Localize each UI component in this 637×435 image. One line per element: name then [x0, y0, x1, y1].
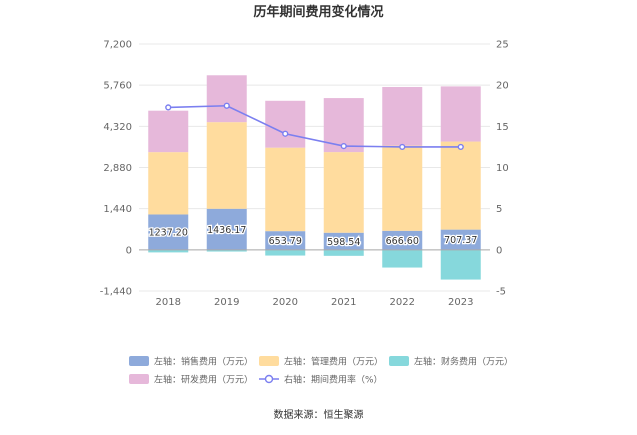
rate-point: [165, 104, 172, 111]
grid-lines: [139, 43, 490, 292]
legend-swatch: [129, 374, 149, 384]
axes: 7,200 5,760 4,320 2,880 1,440 0 -1,440 25 20 15 10…: [100, 40, 509, 309]
source-note: 数据来源：恒生聚源: [274, 408, 364, 421]
rate-line-series: [165, 102, 464, 151]
bar-segment: [265, 147, 306, 232]
bar-segment: [323, 232, 364, 250]
legend-marker: [264, 374, 274, 384]
bar-segment: [148, 110, 189, 153]
rate-point: [340, 142, 347, 150]
rate-line: [168, 104, 461, 148]
bar-segment: [265, 100, 306, 148]
right-axis-tick-label: 20: [496, 81, 509, 92]
right-axis-tick-label: 15: [496, 122, 509, 133]
legend-label: 左轴：财务费用（万元）: [414, 356, 513, 368]
right-axis-tick-label: 25: [496, 40, 509, 51]
left-axis-tick-label: 2,880: [103, 163, 132, 174]
data-labels: 1237.20 1436.17 653.79 598.54 666.60 707.37: [147, 224, 478, 249]
bar-segment: [382, 145, 423, 231]
legend: 左轴：销售费用（万元） 左轴：管理费用（万元） 左轴：财务费用（万元） 左轴：研发费用…: [129, 356, 513, 386]
left-axis-tick-label: 7,200: [103, 40, 132, 51]
rate-point: [457, 143, 464, 151]
bar-segment: [265, 231, 306, 250]
x-axis-tick-label: 2018: [156, 297, 181, 308]
bar-segment: [440, 249, 481, 280]
right-axis-tick-label: 0: [496, 245, 502, 256]
bar-segment: [148, 249, 189, 253]
bar-segment: [323, 249, 364, 256]
right-axis-tick-label: -5: [496, 287, 506, 298]
legend-swatch: [259, 356, 279, 366]
legend-label: 左轴：管理费用（万元）: [284, 356, 383, 368]
legend-item[interactable]: 左轴：财务费用（万元）: [389, 356, 513, 368]
bar-segment: [440, 229, 481, 250]
right-axis-tick-label: 5: [496, 204, 502, 215]
x-axis-tick-label: 2020: [273, 297, 298, 308]
bar-data-label: 1237.20: [149, 228, 188, 239]
bar-segment: [206, 122, 247, 209]
bar-data-label: 598.54: [327, 237, 360, 248]
bar-segment: [148, 152, 189, 215]
left-axis-tick-label: 1,440: [103, 204, 132, 215]
legend-item[interactable]: 右轴：期间费用率（%）: [259, 374, 383, 386]
bar-segment: [206, 249, 247, 252]
legend-item[interactable]: 左轴：研发费用（万元）: [129, 374, 253, 386]
left-axis-tick-label: 4,320: [103, 122, 132, 133]
x-axis-tick-label: 2019: [214, 297, 239, 308]
bar-segment: [382, 230, 423, 250]
left-axis-tick-label: 0: [126, 245, 132, 256]
bar-segment: [440, 141, 481, 230]
x-axis-tick-label: 2022: [390, 297, 415, 308]
bar-segment: [382, 249, 423, 268]
rate-point: [399, 143, 406, 151]
bar-data-label: 653.79: [269, 236, 302, 247]
bar-segment: [323, 152, 364, 233]
rate-point: [282, 130, 289, 137]
bar-segment: [206, 208, 247, 250]
bar-segment: [206, 75, 247, 123]
chart-title: 历年期间费用变化情况: [253, 4, 383, 20]
x-axis-tick-label: 2023: [448, 297, 473, 308]
legend-swatch: [129, 356, 149, 366]
legend-label: 左轴：研发费用（万元）: [154, 374, 253, 386]
bar-segment: [382, 86, 423, 146]
bar-segment: [148, 214, 189, 250]
left-axis-tick-label: 5,760: [103, 81, 132, 92]
right-axis-tick-label: 10: [496, 163, 509, 174]
bar-segment: [265, 249, 306, 256]
rate-point: [223, 102, 230, 109]
legend-label: 右轴：期间费用率（%）: [284, 374, 383, 386]
bar-segment: [440, 86, 481, 142]
x-axis-tick-label: 2021: [331, 297, 356, 308]
bar-series: [148, 75, 481, 280]
left-axis-tick-label: -1,440: [100, 287, 132, 298]
legend-item[interactable]: 左轴：销售费用（万元）: [129, 356, 253, 368]
bar-data-label: 666.60: [386, 236, 419, 247]
legend-label: 左轴：销售费用（万元）: [154, 356, 253, 368]
bar-data-label: 1436.17: [207, 225, 246, 236]
bar-data-label: 707.37: [444, 235, 477, 246]
legend-swatch: [389, 356, 409, 366]
legend-item[interactable]: 左轴：管理费用（万元）: [259, 356, 383, 368]
